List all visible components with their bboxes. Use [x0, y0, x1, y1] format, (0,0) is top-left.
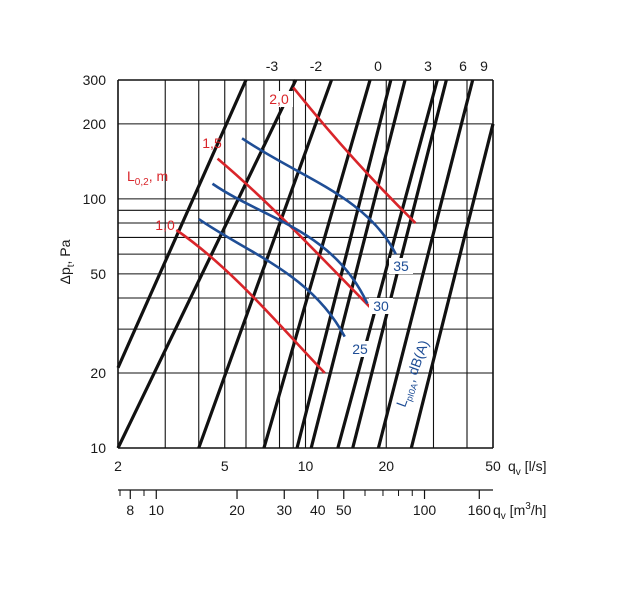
sound-curve-25: [198, 217, 346, 338]
x-tick-label: 50: [485, 458, 501, 474]
x2-tick-label: 100: [413, 502, 437, 518]
throw-label-2-0: 2,0: [269, 91, 289, 107]
sound-curves: [198, 137, 397, 338]
system-line-label: -3: [266, 58, 279, 74]
throw-curve-2-0: [292, 86, 417, 224]
y-axis-label: Δpt, Pa: [57, 239, 77, 284]
x-tick-label: 5: [221, 458, 229, 474]
label-bg: [265, 91, 293, 107]
x2-tick-label: 50: [336, 502, 352, 518]
label-bg: [389, 258, 413, 274]
system-line-label: 3: [424, 58, 432, 74]
sound-label-25: 25: [352, 341, 368, 357]
throw-title: L0,2, m: [127, 168, 168, 188]
sound-label-35: 35: [393, 258, 409, 274]
system-line-label: -2: [310, 58, 323, 74]
x2-tick-label: 30: [276, 502, 292, 518]
x2-tick-label: 160: [468, 502, 492, 518]
throw-curve-1-5: [216, 157, 377, 314]
throw-curve-1-0: [175, 228, 326, 374]
y-tick-label: 200: [83, 116, 107, 132]
throw-curves: [175, 86, 417, 374]
label-bg: [348, 341, 372, 357]
axes: [118, 489, 493, 499]
system-line-label: 6: [459, 58, 467, 74]
system-line: [376, 79, 475, 449]
y-tick-label: 50: [90, 266, 106, 282]
system-line: [116, 79, 298, 449]
system-line: [295, 79, 393, 449]
y-tick-label: 10: [90, 440, 106, 456]
x-axis-label: qv [l/s]: [508, 458, 546, 478]
label-bg: [369, 298, 393, 314]
x2-tick-label: 40: [310, 502, 326, 518]
y-tick-label: 20: [90, 365, 106, 381]
x2-tick-label: 8: [126, 502, 134, 518]
system-line: [116, 79, 248, 369]
sound-curve-35: [241, 137, 397, 255]
sound-title: LpI0A, dB(A): [393, 338, 435, 410]
y-tick-label: 300: [83, 72, 107, 88]
system-line: [336, 79, 439, 449]
sound-label-30: 30: [373, 298, 389, 314]
x-tick-label: 20: [378, 458, 394, 474]
grid: [117, 79, 494, 449]
system-line: [262, 79, 372, 449]
x-tick-label: 10: [298, 458, 314, 474]
secondary-axis-label: qv [m3/h]: [493, 501, 546, 522]
throw-label-1-5: 1,5: [202, 135, 222, 151]
x2-tick-label: 20: [229, 502, 245, 518]
system-line-label: 9: [480, 58, 488, 74]
throw-label-1-0: 1,0: [155, 217, 175, 233]
x-tick-label: 2: [114, 458, 122, 474]
y-tick-label: 100: [83, 191, 107, 207]
system-line: [197, 79, 334, 449]
system-line: [409, 123, 495, 449]
system-line: [309, 79, 407, 449]
sound-curve-30: [211, 182, 369, 305]
x2-tick-label: 10: [148, 502, 164, 518]
system-line-label: 0: [374, 58, 382, 74]
